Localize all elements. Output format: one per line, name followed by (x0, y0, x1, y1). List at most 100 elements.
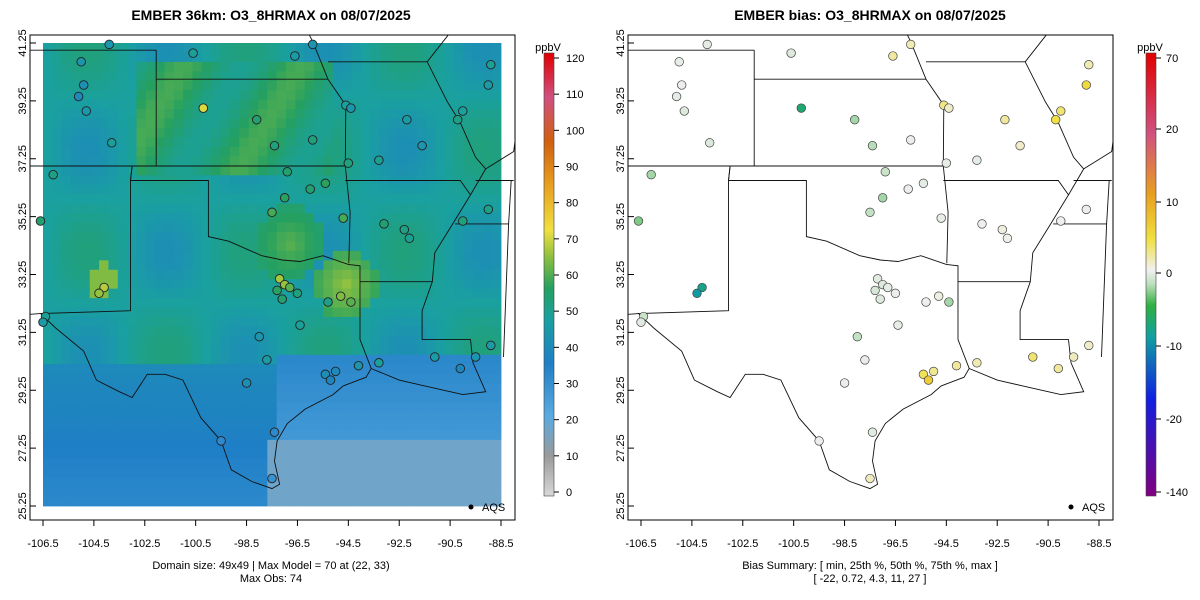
ozone-colorbar (543, 52, 555, 497)
right-x-axis: -106.5 -104.5 -102.5 -100.5 -98.5 -96.5 -94.5-… (625, 520, 1112, 550)
ozone-grid-cell (379, 307, 390, 318)
ozone-grid-cell (360, 71, 371, 82)
ozone-grid-cell (52, 298, 63, 308)
ozone-grid-cell (491, 43, 502, 53)
ozone-grid-cell (342, 430, 352, 441)
ozone-grid-cell (407, 137, 418, 148)
ozone-grid-cell (52, 317, 63, 327)
ozone-grid-cell (435, 250, 446, 261)
ozone-grid-cell (71, 487, 81, 497)
ozone-grid-cell (454, 420, 465, 431)
ozone-grid-cell (257, 449, 268, 460)
ozone-grid-cell (164, 194, 175, 205)
ozone-grid-cell (342, 279, 352, 290)
ozone-grid-cell (117, 279, 128, 290)
ozone-grid-cell (407, 335, 418, 346)
ozone-grid-cell (370, 420, 380, 431)
ozone-grid-cell (426, 43, 436, 53)
ozone-grid-cell (248, 90, 259, 101)
ozone-grid-cell (239, 317, 250, 327)
ozone-grid-cell (482, 128, 493, 138)
ozone-grid-cell (99, 90, 109, 101)
ozone-grid-cell (155, 298, 165, 308)
ozone-grid-cell (323, 165, 334, 176)
ozone-grid-cell (444, 90, 455, 101)
ozone-grid-cell (71, 156, 81, 167)
ozone-grid-cell (379, 260, 390, 271)
ozone-grid-cell (127, 373, 137, 384)
ozone-grid-cell (323, 250, 334, 261)
ozone-grid-cell (276, 203, 287, 214)
ozone-grid-cell (127, 298, 137, 308)
aqs-station-bias-marker (1056, 216, 1066, 226)
ozone-grid-cell (71, 373, 81, 384)
ozone-grid-cell (351, 487, 362, 497)
ozone-grid-cell (342, 61, 352, 72)
ozone-grid-cell (370, 128, 380, 138)
ozone-grid-cell (257, 80, 268, 91)
ozone-grid-cell (482, 260, 493, 271)
ozone-grid-cell (454, 430, 465, 441)
ozone-grid-cell (43, 411, 53, 422)
ozone-grid-cell (155, 109, 165, 119)
ozone-grid-cell (444, 222, 455, 233)
ozone-grid-cell (332, 487, 343, 497)
ozone-grid-cell (304, 260, 315, 271)
ozone-grid-cell (220, 458, 231, 469)
ozone-grid-cell (229, 449, 240, 460)
ozone-grid-cell (145, 128, 156, 138)
ozone-grid-cell (257, 298, 268, 308)
ozone-grid-cell (257, 468, 268, 479)
ozone-grid-cell (52, 345, 63, 356)
ozone-grid-cell (360, 477, 371, 488)
ozone-grid-cell (472, 128, 483, 138)
ozone-grid-cell (398, 420, 408, 431)
ozone-grid-cell (267, 43, 278, 53)
ozone-grid-cell (239, 61, 250, 72)
ozone-grid-cell (286, 260, 296, 271)
ozone-grid-cell (286, 449, 296, 460)
ozone-grid-cell (360, 99, 371, 110)
ozone-grid-cell (463, 496, 474, 507)
aqs-station-marker (290, 51, 300, 61)
ozone-grid-cell (444, 194, 455, 205)
ozone-grid-cell (295, 383, 306, 394)
ozone-grid-cell (276, 354, 287, 365)
ozone-grid-cell (360, 231, 371, 242)
ozone-grid-cell (127, 364, 137, 375)
ozone-grid-cell (314, 288, 324, 299)
ozone-grid-cell (407, 61, 418, 72)
ozone-grid-cell (398, 99, 408, 110)
ozone-grid-cell (229, 194, 240, 205)
ozone-grid-cell (295, 487, 306, 497)
ozone-grid-cell (43, 288, 53, 299)
ozone-grid-cell (360, 241, 371, 252)
ozone-grid-cell (248, 203, 259, 214)
ozone-grid-cell (155, 449, 165, 460)
ozone-grid-cell (323, 430, 334, 441)
ozone-grid-cell (61, 165, 72, 176)
colorbar-tick-label: -20 (1166, 414, 1182, 426)
ozone-grid-cell (276, 52, 287, 63)
ozone-grid-cell (220, 213, 231, 223)
ozone-grid-cell (257, 71, 268, 82)
ozone-grid-cell (201, 90, 212, 101)
ozone-grid-cell (229, 80, 240, 91)
ozone-grid-cell (276, 373, 287, 384)
ozone-grid-cell (332, 156, 343, 167)
ozone-grid-cell (127, 354, 137, 365)
left-caption-line2: Max Obs: 74 (240, 573, 302, 585)
aqs-station-bias-marker (977, 219, 987, 229)
ozone-grid-cell (61, 383, 72, 394)
ozone-grid-cell (80, 99, 91, 110)
ozone-grid-cell (426, 364, 436, 375)
ozone-grid-cell (164, 43, 175, 53)
ozone-grid-cell (435, 420, 446, 431)
ozone-grid-cell (211, 80, 221, 91)
ozone-grid-cell (267, 80, 278, 91)
ozone-grid-cell (379, 288, 390, 299)
ozone-grid-cell (286, 231, 296, 242)
colorbar-tick-label: 0 (1166, 268, 1172, 280)
ozone-grid-cell (61, 52, 72, 63)
